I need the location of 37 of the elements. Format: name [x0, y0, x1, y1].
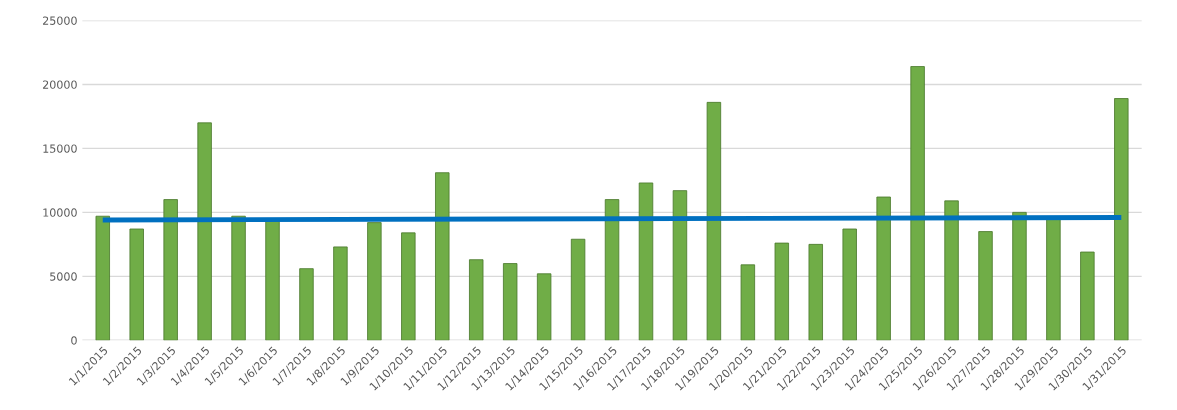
y-tick-label: 10000 [43, 208, 77, 217]
bar [1012, 211, 1027, 341]
bar [876, 196, 891, 341]
y-tick-label: 25000 [43, 16, 77, 25]
bar [672, 190, 688, 341]
bar [95, 215, 110, 341]
y-tick-label: 5000 [50, 272, 77, 281]
bar [1080, 251, 1095, 341]
bar [129, 228, 144, 341]
bar [469, 259, 484, 341]
bar [910, 66, 925, 341]
bar [774, 242, 790, 341]
bar [842, 228, 857, 341]
bar [944, 200, 959, 341]
bar [706, 101, 722, 341]
bar [502, 263, 518, 341]
bar [978, 231, 993, 341]
bar [1046, 218, 1061, 341]
y-tick-label: 15000 [43, 144, 77, 153]
bar [638, 182, 654, 341]
bar [265, 220, 280, 341]
bar [163, 199, 178, 341]
bar [333, 246, 348, 341]
bar [604, 199, 620, 341]
bar [401, 232, 416, 341]
bar [1114, 98, 1129, 341]
y-tick-label: 0 [71, 336, 77, 345]
bar [367, 222, 382, 341]
bar [570, 238, 586, 341]
bar [536, 273, 552, 341]
bar [299, 268, 314, 341]
bar [231, 215, 246, 341]
bar [808, 243, 823, 341]
bar [197, 122, 212, 341]
y-tick-label: 20000 [43, 80, 77, 89]
bar [435, 172, 450, 341]
bar [740, 264, 756, 341]
